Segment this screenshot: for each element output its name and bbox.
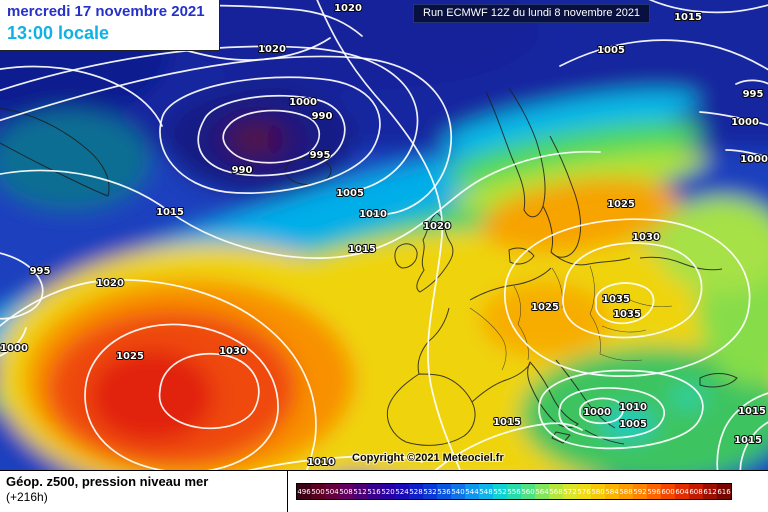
isobar-label: 1000 — [0, 343, 28, 354]
scale-cell: 508 — [339, 484, 353, 499]
scale-cell: 528 — [409, 484, 423, 499]
isobar-label: 990 — [312, 111, 333, 122]
isobar-label: 995 — [743, 89, 764, 100]
isobar-label: 1005 — [336, 188, 364, 199]
isobar-contours — [0, 0, 768, 470]
copyright-text: Copyright ©2021 Meteociel.fr — [352, 452, 504, 464]
isobar-label: 1015 — [674, 12, 702, 23]
scale-cell: 588 — [619, 484, 633, 499]
forecast-map: 1020 1020 1000 990 995 990 1005 1010 1015 1015 102… — [0, 0, 768, 470]
scale-cell: 568 — [549, 484, 563, 499]
forecast-step: (+216h) — [6, 490, 48, 504]
isobar-label: 1015 — [156, 207, 184, 218]
scale-cell: 540 — [451, 484, 465, 499]
isobar-label: 1020 — [423, 221, 451, 232]
isobar-label: 1015 — [348, 244, 376, 255]
isobar-label: 995 — [310, 150, 331, 161]
scale-cell: 532 — [423, 484, 437, 499]
color-scale: 496 500 504 508 512 516 520 524 528 532 536 540 544 5… — [296, 471, 732, 512]
isobar-label: 990 — [232, 165, 253, 176]
scale-cell: 556 — [507, 484, 521, 499]
isobar-label: 1005 — [597, 45, 625, 56]
isobar-label: 1010 — [619, 402, 647, 413]
scale-cell: 524 — [395, 484, 409, 499]
isobar-label: 1020 — [96, 278, 124, 289]
scale-cell: 496 — [297, 484, 311, 499]
scale-cell: 616 — [717, 484, 731, 499]
isobar-label: 1015 — [493, 417, 521, 428]
valid-date: mercredi 17 novembre 2021 — [7, 3, 205, 20]
scale-cell: 504 — [325, 484, 339, 499]
isobar-label: 1035 — [613, 309, 641, 320]
scale-cell: 580 — [591, 484, 605, 499]
isobar-labels: 1020 1020 1000 990 995 990 1005 1010 1015 1015 102… — [0, 2, 768, 469]
isobar-label: 1010 — [359, 209, 387, 220]
isobar-label: 1015 — [738, 406, 766, 417]
scale-cell: 576 — [577, 484, 591, 499]
scale-cell: 604 — [675, 484, 689, 499]
color-scale-cells: 496 500 504 508 512 516 520 524 528 532 536 540 544 5… — [296, 483, 732, 500]
z500-color-field — [0, 0, 768, 470]
legend-label-box: Géop. z500, pression niveau mer (+216h) — [0, 471, 288, 512]
geopotential-map-svg: 1020 1020 1000 990 995 990 1005 1010 1015 1015 102… — [0, 0, 768, 470]
scale-cell: 612 — [703, 484, 717, 499]
scale-cell: 544 — [465, 484, 479, 499]
map-parameter-title: Géop. z500, pression niveau mer — [6, 474, 209, 489]
isobar-label: 1005 — [619, 419, 647, 430]
isobar-label: 1025 — [531, 302, 559, 313]
scale-cell: 572 — [563, 484, 577, 499]
isobar-label: 1025 — [116, 351, 144, 362]
isobar-label: 1030 — [219, 346, 247, 357]
scale-cell: 600 — [661, 484, 675, 499]
isobar-label: 1025 — [607, 199, 635, 210]
isobar-label: 1030 — [632, 232, 660, 243]
scale-cell: 552 — [493, 484, 507, 499]
scale-cell: 584 — [605, 484, 619, 499]
isobar-label: 1015 — [734, 435, 762, 446]
scale-cell: 512 — [353, 484, 367, 499]
scale-cell: 560 — [521, 484, 535, 499]
isobar-label: 1010 — [307, 457, 335, 468]
isobar-label: 1000 — [740, 154, 768, 165]
isobar-label: 1000 — [583, 407, 611, 418]
isobar-label: 1020 — [258, 44, 286, 55]
scale-cell: 548 — [479, 484, 493, 499]
scale-cell: 596 — [647, 484, 661, 499]
legend-bar: Géop. z500, pression niveau mer (+216h) … — [0, 470, 768, 512]
valid-time: 13:00 locale — [7, 23, 110, 43]
scale-cell: 608 — [689, 484, 703, 499]
scale-cell: 516 — [367, 484, 381, 499]
scale-cell: 592 — [633, 484, 647, 499]
valid-date-box: mercredi 17 novembre 2021 13:00 locale — [0, 0, 220, 51]
model-run-info: Run ECMWF 12Z du lundi 8 novembre 2021 — [413, 4, 651, 23]
isobar-label: 1000 — [289, 97, 317, 108]
isobar-label: 1000 — [731, 117, 759, 128]
scale-cell: 536 — [437, 484, 451, 499]
isobar-label: 1020 — [334, 3, 362, 14]
scale-cell: 520 — [381, 484, 395, 499]
isobar-label: 995 — [30, 266, 51, 277]
scale-cell: 500 — [311, 484, 325, 499]
scale-cell: 564 — [535, 484, 549, 499]
isobar-label: 1035 — [602, 294, 630, 305]
